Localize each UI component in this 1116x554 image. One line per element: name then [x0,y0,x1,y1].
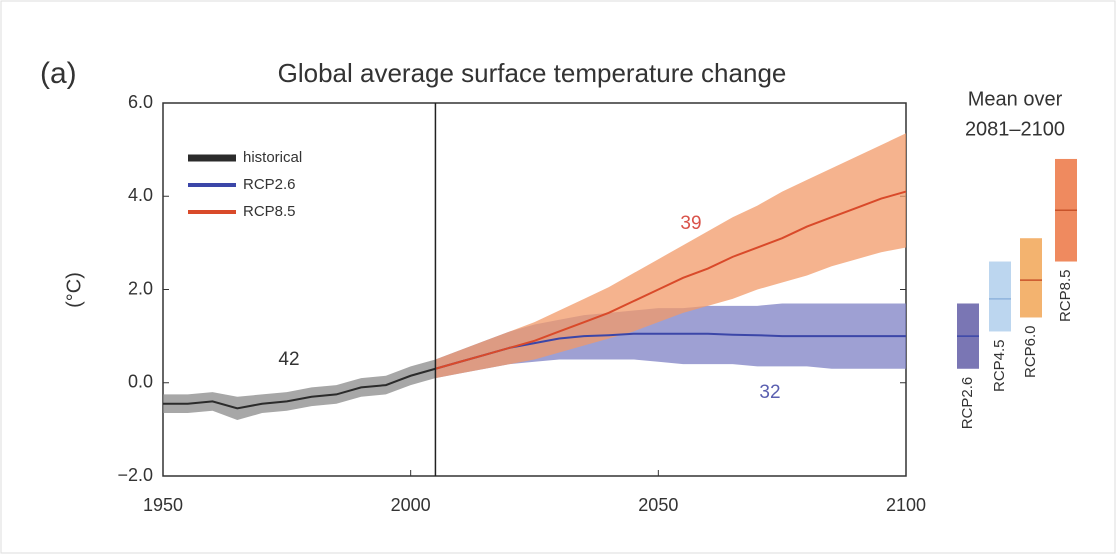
y-tick-label: −2.0 [117,465,153,485]
panel-label: (a) [40,57,77,90]
x-tick-label: 1950 [143,495,183,515]
band [435,133,906,379]
side-bar [989,261,1011,332]
side-title: 2081–2100 [965,118,1065,140]
legend-label: RCP8.5 [243,203,296,220]
side-bar-label: RCP4.5 [991,339,1008,392]
band [163,359,436,421]
line [163,367,436,410]
x-tick-label: 2100 [886,495,926,515]
side-bar-label: RCP2.6 [959,377,976,430]
y-axis-label: (°C) [63,272,85,308]
y-tick-label: 4.0 [128,185,153,205]
side-bar [1020,238,1042,318]
chart-title: Global average surface temperature chang… [278,58,787,88]
line [435,190,907,370]
side-bar-label: RCP6.0 [1022,325,1039,378]
y-tick-label: 0.0 [128,372,153,392]
y-tick-label: 6.0 [128,92,153,112]
x-tick-label: 2000 [391,495,431,515]
legend-label: RCP2.6 [243,176,296,193]
annotation: 42 [278,349,299,370]
y-tick-label: 2.0 [128,278,153,298]
annotation: 32 [759,382,780,403]
side-title: Mean over [968,88,1063,110]
plot-area [162,102,907,477]
legend-label: historical [243,149,302,166]
x-tick-label: 2050 [638,495,678,515]
side-bar-label: RCP8.5 [1057,270,1074,323]
annotation: 39 [680,213,701,234]
